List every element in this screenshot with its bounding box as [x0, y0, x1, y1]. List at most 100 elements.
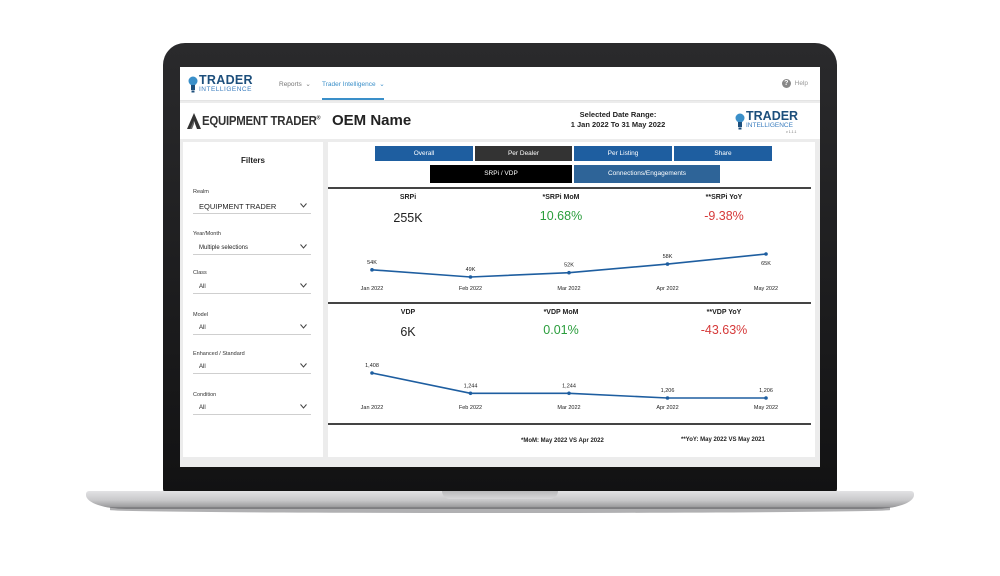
vdp-title: VDP — [400, 309, 416, 316]
filter-value: Multiple selections — [199, 245, 249, 251]
equipment-trader-mark-icon — [187, 113, 201, 129]
x-tick-label: Jan 2022 — [361, 405, 384, 411]
chevron-down-icon — [300, 363, 307, 368]
srpi-mom-value: 10.68% — [539, 209, 583, 223]
data-label: 65K — [761, 261, 771, 267]
report-header: EQUIPMENT TRADER® OEM Name Selected Date… — [180, 103, 820, 139]
filters-panel: Filters Realm EQUIPMENT TRADER Year/Mont… — [183, 142, 323, 457]
data-point — [567, 270, 571, 275]
x-tick-label: Mar 2022 — [557, 286, 580, 292]
srpi-line-chart: 54K Jan 2022 49K Feb 2022 52K Mar 2022 58K Apr … — [361, 252, 778, 292]
top-nav: TRADER INTELLIGENCE Reports ⌄ Trader Int… — [180, 67, 820, 101]
brand-line2: INTELLIGENCE — [199, 86, 252, 93]
chevron-down-icon: ⌄ — [377, 81, 385, 88]
srpi-yoy-title: **SRPi YoY — [705, 194, 743, 201]
x-tick-label: Mar 2022 — [557, 405, 580, 411]
filter-value: All — [199, 364, 206, 370]
trader-intelligence-logo[interactable]: TRADER INTELLIGENCE — [188, 74, 260, 96]
data-point — [764, 252, 768, 256]
yoy-footnote: **YoY: May 2022 VS May 2021 — [681, 437, 765, 443]
data-point — [665, 396, 670, 400]
filter-value: All — [199, 325, 206, 331]
equipment-trader-wordmark: EQUIPMENT TRADER® — [202, 113, 321, 128]
section-divider — [328, 423, 811, 425]
data-point — [567, 391, 571, 396]
filter-label-model: Model — [193, 312, 208, 318]
data-point — [468, 275, 473, 279]
filter-year-month-select[interactable]: Multiple selections — [193, 241, 311, 255]
srpi-value: 255K — [393, 211, 423, 225]
data-label: 1,206 — [759, 388, 773, 394]
nav-trader-intelligence-label: Trader Intelligence — [322, 81, 376, 88]
data-label: 52K — [564, 263, 574, 269]
tab-connections-engagements[interactable]: Connections/Engagements — [574, 165, 720, 183]
filter-label-realm: Realm — [193, 189, 209, 195]
vdp-value: 6K — [400, 325, 416, 339]
oem-name-title: OEM Name — [332, 112, 412, 129]
nav-reports[interactable]: Reports ⌄ — [279, 80, 311, 88]
help-icon: ? — [781, 79, 791, 88]
tab-share[interactable]: Share — [674, 146, 772, 161]
filter-label-class: Class — [193, 270, 207, 276]
filters-title: Filters — [240, 156, 265, 165]
chevron-down-icon — [300, 404, 307, 409]
filter-model-select[interactable]: All — [193, 321, 311, 335]
section-divider — [328, 302, 811, 304]
vdp-line-chart: 1,408 Jan 2022 1,244 Feb 2022 1,244 Mar 2022 1… — [361, 363, 778, 411]
brand-line1: TRADER — [199, 73, 253, 87]
vdp-yoy-value: -43.63% — [700, 323, 748, 337]
filter-enhanced-standard-select[interactable]: All — [193, 360, 311, 374]
data-label: 58K — [663, 254, 673, 260]
filter-value: All — [199, 284, 206, 290]
vdp-mom-value: 0.01% — [543, 323, 579, 337]
filter-label-condition: Condition — [193, 392, 217, 398]
data-label: 1,244 — [562, 383, 576, 389]
chevron-down-icon — [300, 203, 307, 208]
chevron-down-icon: ⌄ — [303, 81, 311, 88]
data-point — [370, 268, 374, 272]
laptop-notch — [442, 491, 558, 499]
help-link[interactable]: ? Help — [781, 79, 808, 88]
filter-realm-select[interactable]: EQUIPMENT TRADER — [193, 200, 311, 214]
nav-reports-label: Reports — [279, 81, 302, 88]
laptop-shadow — [110, 507, 890, 513]
x-tick-label: May 2022 — [754, 286, 778, 292]
x-tick-label: Apr 2022 — [656, 405, 678, 411]
data-point — [370, 371, 374, 375]
filter-class-select[interactable]: All — [193, 280, 311, 294]
x-tick-label: Feb 2022 — [459, 286, 482, 292]
chevron-down-icon — [300, 324, 307, 329]
tab-per-listing[interactable]: Per Listing — [574, 146, 672, 161]
vdp-mom-title: *VDP MoM — [543, 309, 579, 316]
ti-line1: TRADER — [746, 109, 799, 123]
vdp-yoy-title: **VDP YoY — [706, 309, 742, 316]
tab-srpi-vdp[interactable]: SRPi / VDP — [430, 165, 572, 183]
data-label: 1,244 — [464, 383, 478, 389]
ti-line2: INTELLIGENCE — [746, 122, 793, 129]
date-range-value: 1 Jan 2022 To 31 May 2022 — [570, 120, 666, 129]
filter-value: EQUIPMENT TRADER — [199, 202, 277, 211]
tab-per-dealer[interactable]: Per Dealer — [475, 146, 572, 161]
data-point — [665, 262, 670, 266]
selected-date-range: Selected Date Range: 1 Jan 2022 To 31 Ma… — [548, 110, 688, 130]
lightbulb-icon — [735, 113, 745, 130]
lightbulb-icon — [188, 76, 198, 93]
chevron-down-icon — [300, 244, 307, 249]
srpi-title: SRPi — [399, 194, 417, 201]
filter-label-year-month: Year/Month — [193, 231, 221, 237]
filter-label-enhanced-standard: Enhanced / Standard — [193, 351, 245, 357]
section-divider — [328, 187, 811, 189]
tab-overall[interactable]: Overall — [375, 146, 473, 161]
data-point — [764, 396, 768, 400]
srpi-mom-title: *SRPi MoM — [542, 194, 580, 201]
filter-condition-select[interactable]: All — [193, 401, 311, 415]
data-label: 49K — [466, 267, 476, 273]
nav-trader-intelligence[interactable]: Trader Intelligence ⌄ — [322, 80, 385, 88]
help-label: Help — [794, 80, 808, 87]
x-tick-label: Jan 2022 — [361, 286, 384, 292]
mom-footnote: *MoM: May 2022 VS Apr 2022 — [521, 438, 604, 444]
x-tick-label: May 2022 — [754, 405, 778, 411]
filter-value: All — [199, 405, 206, 411]
ti-version: v 1.1.1 — [786, 130, 797, 134]
data-label: 1,206 — [661, 388, 675, 394]
